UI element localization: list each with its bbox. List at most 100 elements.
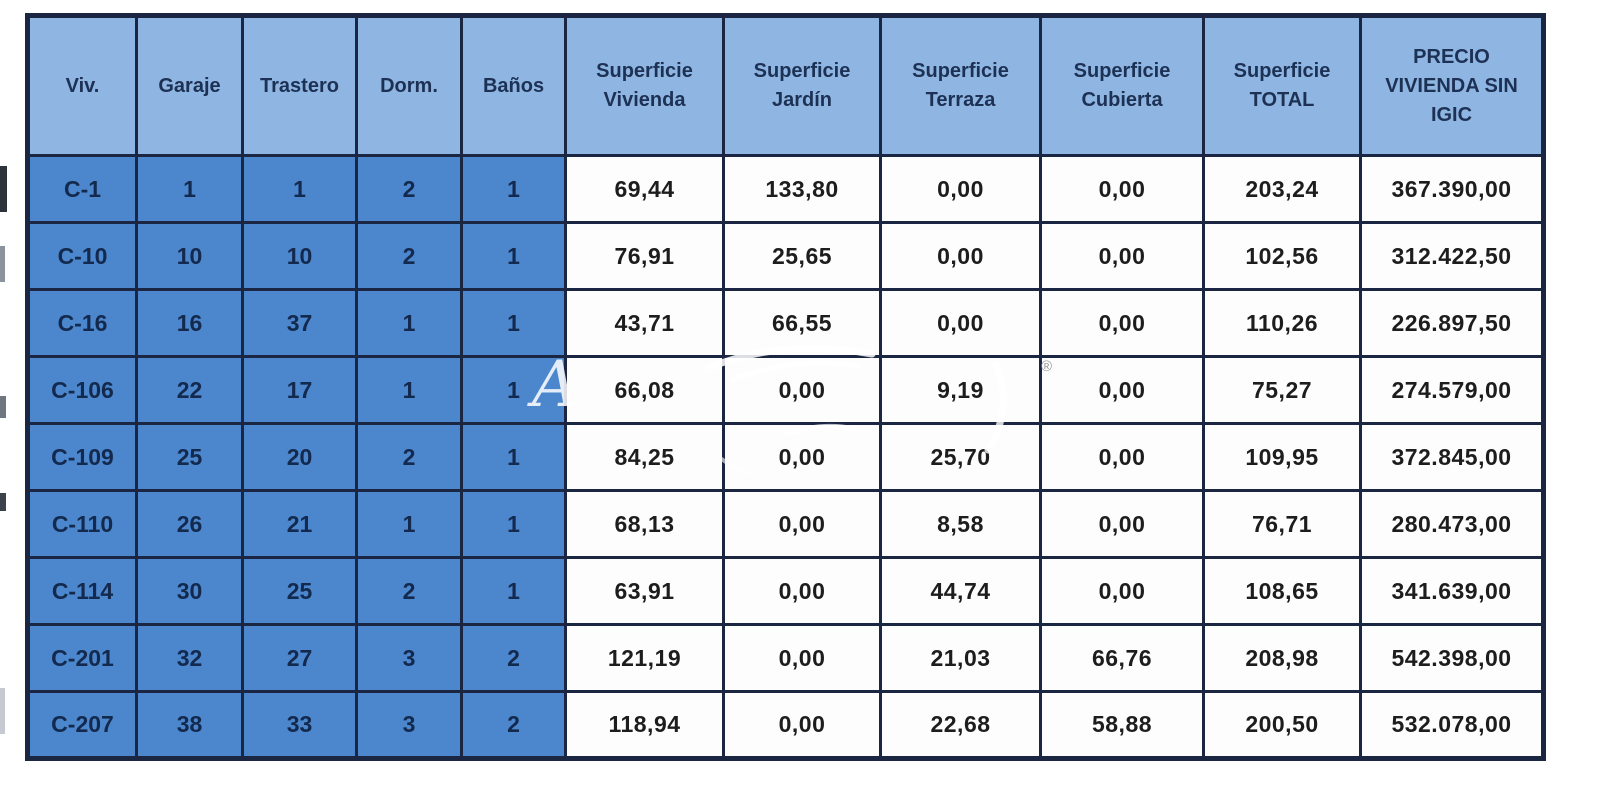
cell-dorm: 3 bbox=[355, 690, 463, 760]
scan-artifact bbox=[0, 246, 5, 282]
cell-sup-cubierta: 66,76 bbox=[1039, 623, 1205, 693]
cell-sup-terraza: 0,00 bbox=[879, 288, 1042, 358]
cell-viv: C-207 bbox=[26, 690, 138, 760]
cell-trastero: 25 bbox=[241, 556, 358, 626]
cell-sup-vivienda: 84,25 bbox=[564, 422, 725, 492]
cell-trastero: 33 bbox=[241, 690, 358, 760]
cell-trastero: 20 bbox=[241, 422, 358, 492]
scan-artifact bbox=[0, 396, 6, 418]
cell-sup-jardin: 0,00 bbox=[722, 690, 882, 760]
cell-trastero: 1 bbox=[241, 154, 358, 224]
table-row: C-114 30 25 2 1 63,91 0,00 44,74 0,00 108,65 341.6… bbox=[26, 556, 1545, 626]
cell-sup-vivienda: 121,19 bbox=[564, 623, 725, 693]
column-header-precio: PRECIO VIVIENDA SIN IGIC bbox=[1359, 14, 1545, 157]
cell-trastero: 21 bbox=[241, 489, 358, 559]
column-header-trastero: Trastero bbox=[241, 14, 358, 157]
cell-banos: 2 bbox=[460, 690, 567, 760]
cell-sup-cubierta: 0,00 bbox=[1039, 489, 1205, 559]
cell-sup-jardin: 25,65 bbox=[722, 221, 882, 291]
cell-viv: C-110 bbox=[26, 489, 138, 559]
cell-garaje: 38 bbox=[135, 690, 244, 760]
cell-sup-vivienda: 76,91 bbox=[564, 221, 725, 291]
cell-garaje: 32 bbox=[135, 623, 244, 693]
cell-viv: C-16 bbox=[26, 288, 138, 358]
table-row: C-109 25 20 2 1 84,25 0,00 25,70 0,00 109,95 372.8… bbox=[26, 422, 1545, 492]
cell-precio: 226.897,50 bbox=[1359, 288, 1545, 358]
cell-trastero: 27 bbox=[241, 623, 358, 693]
column-header-viv: Viv. bbox=[26, 14, 138, 157]
cell-dorm: 1 bbox=[355, 355, 463, 425]
column-header-banos: Baños bbox=[460, 14, 567, 157]
cell-banos: 1 bbox=[460, 355, 567, 425]
cell-sup-vivienda: 43,71 bbox=[564, 288, 725, 358]
cell-garaje: 25 bbox=[135, 422, 244, 492]
cell-sup-jardin: 0,00 bbox=[722, 422, 882, 492]
cell-sup-vivienda: 118,94 bbox=[564, 690, 725, 760]
cell-viv: C-10 bbox=[26, 221, 138, 291]
cell-sup-total: 208,98 bbox=[1202, 623, 1362, 693]
cell-banos: 1 bbox=[460, 489, 567, 559]
cell-sup-cubierta: 58,88 bbox=[1039, 690, 1205, 760]
cell-sup-vivienda: 69,44 bbox=[564, 154, 725, 224]
cell-precio: 274.579,00 bbox=[1359, 355, 1545, 425]
scan-artifact bbox=[0, 493, 6, 511]
cell-sup-terraza: 21,03 bbox=[879, 623, 1042, 693]
cell-precio: 280.473,00 bbox=[1359, 489, 1545, 559]
cell-precio: 367.390,00 bbox=[1359, 154, 1545, 224]
cell-dorm: 2 bbox=[355, 556, 463, 626]
cell-banos: 1 bbox=[460, 422, 567, 492]
table-row: C-16 16 37 1 1 43,71 66,55 0,00 0,00 110,26 226.89… bbox=[26, 288, 1545, 358]
cell-banos: 1 bbox=[460, 288, 567, 358]
cell-garaje: 26 bbox=[135, 489, 244, 559]
column-header-sup-terraza: Superficie Terraza bbox=[879, 14, 1042, 157]
column-header-sup-vivienda: Superficie Vivienda bbox=[564, 14, 725, 157]
cell-precio: 312.422,50 bbox=[1359, 221, 1545, 291]
cell-sup-total: 76,71 bbox=[1202, 489, 1362, 559]
cell-viv: C-106 bbox=[26, 355, 138, 425]
cell-viv: C-201 bbox=[26, 623, 138, 693]
table-row: C-1 1 1 2 1 69,44 133,80 0,00 0,00 203,24 367.390,… bbox=[26, 154, 1545, 224]
cell-precio: 542.398,00 bbox=[1359, 623, 1545, 693]
cell-sup-terraza: 8,58 bbox=[879, 489, 1042, 559]
table-row: C-207 38 33 3 2 118,94 0,00 22,68 58,88 200,50 532… bbox=[26, 690, 1545, 760]
cell-sup-cubierta: 0,00 bbox=[1039, 355, 1205, 425]
column-header-sup-cubierta: Superficie Cubierta bbox=[1039, 14, 1205, 157]
cell-sup-cubierta: 0,00 bbox=[1039, 288, 1205, 358]
cell-sup-total: 75,27 bbox=[1202, 355, 1362, 425]
table-row: C-201 32 27 3 2 121,19 0,00 21,03 66,76 208,98 542… bbox=[26, 623, 1545, 693]
column-header-garaje: Garaje bbox=[135, 14, 244, 157]
cell-sup-jardin: 66,55 bbox=[722, 288, 882, 358]
header-row: Viv. Garaje Trastero Dorm. Baños Superficie V… bbox=[26, 14, 1545, 157]
cell-sup-total: 102,56 bbox=[1202, 221, 1362, 291]
cell-sup-vivienda: 66,08 bbox=[564, 355, 725, 425]
cell-dorm: 1 bbox=[355, 288, 463, 358]
cell-dorm: 3 bbox=[355, 623, 463, 693]
cell-sup-cubierta: 0,00 bbox=[1039, 154, 1205, 224]
cell-sup-total: 110,26 bbox=[1202, 288, 1362, 358]
cell-sup-total: 200,50 bbox=[1202, 690, 1362, 760]
cell-viv: C-109 bbox=[26, 422, 138, 492]
cell-garaje: 16 bbox=[135, 288, 244, 358]
cell-sup-jardin: 0,00 bbox=[722, 489, 882, 559]
cell-sup-total: 203,24 bbox=[1202, 154, 1362, 224]
cell-precio: 341.639,00 bbox=[1359, 556, 1545, 626]
cell-dorm: 2 bbox=[355, 154, 463, 224]
scan-artifact bbox=[0, 688, 5, 734]
column-header-sup-jardin: Superficie Jardín bbox=[722, 14, 882, 157]
cell-garaje: 30 bbox=[135, 556, 244, 626]
cell-trastero: 17 bbox=[241, 355, 358, 425]
table-row: C-10 10 10 2 1 76,91 25,65 0,00 0,00 102,56 312.42… bbox=[26, 221, 1545, 291]
cell-garaje: 1 bbox=[135, 154, 244, 224]
cell-sup-jardin: 0,00 bbox=[722, 623, 882, 693]
cell-precio: 532.078,00 bbox=[1359, 690, 1545, 760]
cell-sup-terraza: 25,70 bbox=[879, 422, 1042, 492]
housing-price-table: Viv. Garaje Trastero Dorm. Baños Superficie V… bbox=[25, 13, 1546, 761]
cell-banos: 1 bbox=[460, 556, 567, 626]
cell-trastero: 37 bbox=[241, 288, 358, 358]
cell-viv: C-1 bbox=[26, 154, 138, 224]
cell-sup-jardin: 0,00 bbox=[722, 556, 882, 626]
cell-dorm: 2 bbox=[355, 422, 463, 492]
cell-sup-terraza: 44,74 bbox=[879, 556, 1042, 626]
cell-sup-terraza: 9,19 bbox=[879, 355, 1042, 425]
